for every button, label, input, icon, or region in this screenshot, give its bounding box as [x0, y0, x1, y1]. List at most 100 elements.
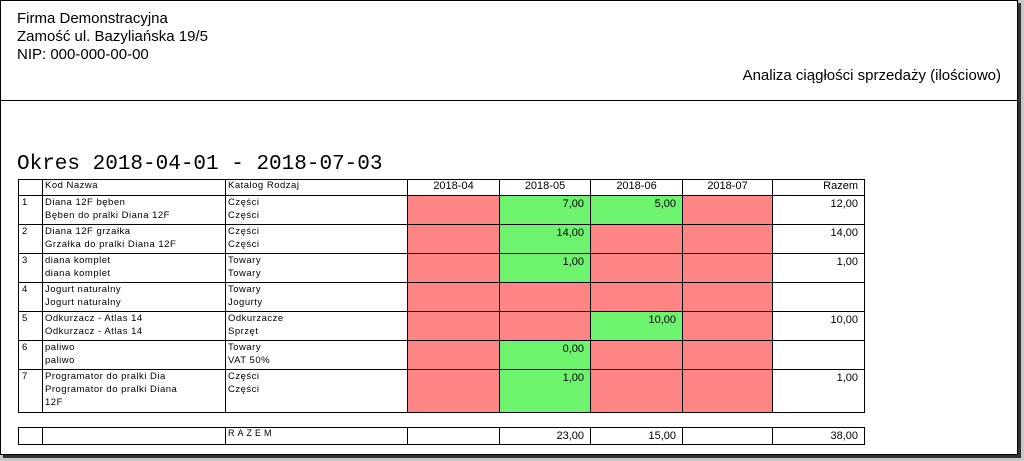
product-catalog: Towary	[228, 342, 262, 353]
row-razem	[772, 282, 865, 312]
sales-table: Kod Nazwa Katalog Rodzaj 2018-04 2018-05…	[18, 179, 865, 413]
product-name: Bęben do pralki Diana 12F	[45, 210, 170, 221]
row-razem: 12,00	[772, 195, 865, 225]
month-value-cell	[590, 282, 683, 312]
month-value-cell	[590, 369, 683, 413]
totals-month	[407, 427, 500, 445]
product-catalog: Części	[228, 371, 260, 382]
product-catalog: Towary	[228, 255, 262, 266]
product-catalog: Towary	[228, 284, 262, 295]
totals-month: 15,00	[590, 427, 683, 445]
product-code: Programator do pralki Dia	[45, 371, 166, 382]
totals-table: RAZEM 23,00 15,00 38,00	[18, 427, 865, 445]
month-value-cell	[407, 195, 500, 225]
month-value-cell: 0,00	[499, 340, 591, 370]
month-value-cell	[407, 311, 500, 341]
company-name: Firma Demonstracyjna	[17, 10, 168, 27]
month-value-cell	[590, 340, 683, 370]
company-nip: NIP: 000-000-00-00	[17, 46, 149, 63]
product-name: paliwo	[45, 355, 75, 366]
table-row: 2 Diana 12F grzałka Grzałka do pralki Dian…	[18, 224, 865, 254]
header-month: 2018-06	[590, 179, 683, 196]
product-name: Jogurt naturalny	[45, 297, 122, 308]
header-katalog-rodzaj: Katalog Rodzaj	[225, 179, 408, 196]
product-code: diana komplet	[45, 255, 111, 266]
month-value-cell: 1,00	[499, 369, 591, 413]
row-razem: 14,00	[772, 224, 865, 254]
product-type: Towary	[228, 268, 262, 279]
month-value-cell	[499, 311, 591, 341]
table-row: 4 Jogurt naturalny Jogurt naturalny Towary J…	[18, 282, 865, 312]
row-index-cell: 6	[18, 340, 43, 370]
totals-razem: 38,00	[772, 427, 865, 445]
katalog-rodzaj-cell: Towary Towary	[225, 253, 408, 283]
row-index: 6	[22, 342, 28, 353]
row-razem: 10,00	[772, 311, 865, 341]
product-code: Diana 12F bęben	[45, 197, 126, 208]
product-code: Jogurt naturalny	[45, 284, 122, 295]
month-value-cell: 14,00	[499, 224, 591, 254]
month-value-cell	[407, 369, 500, 413]
month-value-cell	[407, 340, 500, 370]
row-index-cell: 5	[18, 311, 43, 341]
table-row: 1 Diana 12F bęben Bęben do pralki Diana 12…	[18, 195, 865, 225]
header-month: 2018-04	[407, 179, 500, 196]
month-value-cell: 7,00	[499, 195, 591, 225]
kod-nazwa-cell: Diana 12F grzałka Grzałka do pralki Diana…	[42, 224, 226, 254]
kod-nazwa-cell: Odkurzacz - Atlas 14 Odkurzacz - Atlas 14	[42, 311, 226, 341]
totals-row: RAZEM 23,00 15,00 38,00	[18, 427, 865, 445]
month-value-cell	[682, 282, 773, 312]
product-code: Diana 12F grzałka	[45, 226, 131, 237]
row-index: 4	[22, 284, 28, 295]
product-type: VAT 50%	[228, 355, 271, 366]
kod-nazwa-cell: Diana 12F bęben Bęben do pralki Diana 12F	[42, 195, 226, 225]
row-razem: 1,00	[772, 369, 865, 413]
totals-month	[682, 427, 773, 445]
product-name: Programator do pralki Diana	[45, 384, 178, 395]
product-type: Części	[228, 239, 260, 250]
kod-nazwa-cell: Jogurt naturalny Jogurt naturalny	[42, 282, 226, 312]
katalog-rodzaj-cell: Części Części	[225, 195, 408, 225]
month-value-cell	[682, 224, 773, 254]
row-razem	[772, 340, 865, 370]
month-value-cell: 5,00	[590, 195, 683, 225]
table-row: 6 paliwo paliwo Towary VAT 50% 0,00	[18, 340, 865, 370]
row-index-cell: 2	[18, 224, 43, 254]
product-catalog: Odkurzacze	[228, 313, 284, 324]
row-index: 3	[22, 255, 28, 266]
product-catalog: Części	[228, 197, 260, 208]
katalog-rodzaj-cell: Części Części	[225, 369, 408, 413]
month-value-cell	[682, 253, 773, 283]
row-index: 7	[22, 371, 28, 382]
month-value-cell	[407, 224, 500, 254]
totals-empty-cell	[42, 427, 226, 445]
product-name-continued: 12F	[45, 397, 63, 408]
product-type: Sprzęt	[228, 326, 259, 337]
month-value-cell	[682, 311, 773, 341]
katalog-rodzaj-cell: Części Części	[225, 224, 408, 254]
product-name: Odkurzacz - Atlas 14	[45, 326, 143, 337]
table-row: 3 diana komplet diana komplet Towary Towary 1…	[18, 253, 865, 283]
header-month: 2018-05	[499, 179, 591, 196]
row-index-cell: 7	[18, 369, 43, 413]
month-value-cell	[590, 224, 683, 254]
product-name: Grzałka do pralki Diana 12F	[45, 239, 177, 250]
month-value-cell	[682, 340, 773, 370]
month-value-cell	[407, 253, 500, 283]
month-value-cell	[682, 369, 773, 413]
totals-month: 23,00	[499, 427, 591, 445]
product-code: paliwo	[45, 342, 75, 353]
table-row: 5 Odkurzacz - Atlas 14 Odkurzacz - Atlas 1…	[18, 311, 865, 341]
kod-nazwa-cell: paliwo paliwo	[42, 340, 226, 370]
totals-label: RAZEM	[225, 427, 408, 445]
product-code: Odkurzacz - Atlas 14	[45, 313, 143, 324]
kod-nazwa-cell: Programator do pralki Dia Programator do …	[42, 369, 226, 413]
row-index: 2	[22, 226, 28, 237]
header-divider	[1, 100, 1017, 101]
header-index	[18, 179, 43, 196]
month-value-cell	[590, 253, 683, 283]
row-index: 1	[22, 197, 28, 208]
report-period: Okres 2018-04-01 - 2018-07-03	[17, 153, 383, 176]
table-header-row: Kod Nazwa Katalog Rodzaj 2018-04 2018-05…	[18, 179, 865, 196]
product-name: diana komplet	[45, 268, 111, 279]
